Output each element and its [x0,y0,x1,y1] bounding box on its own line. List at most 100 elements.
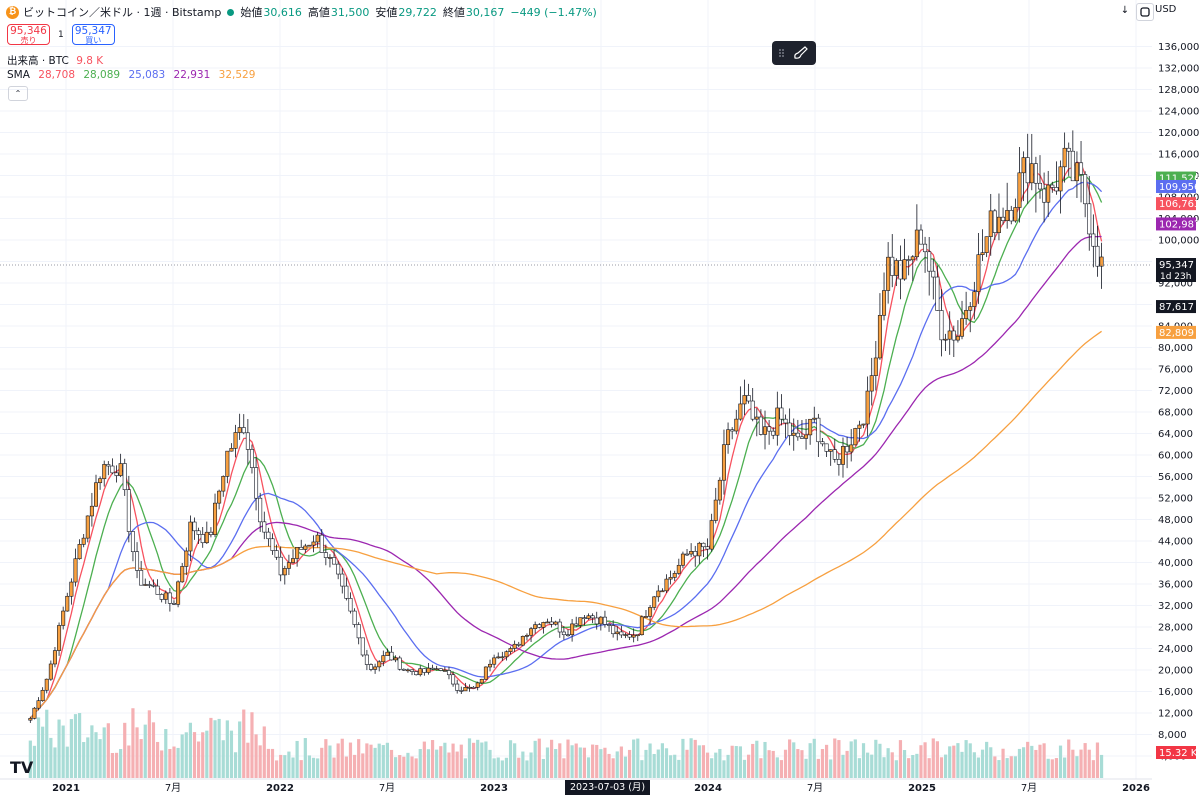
volume-bar [541,758,545,778]
candle [488,663,493,668]
grid-lines [0,0,1152,779]
volume-bar [993,756,997,778]
symbol-header: ₿ ビットコイン／米ドル · 1週 · Bitstamp 始値 30,616 高値… [6,4,597,20]
volume-bar [697,745,701,778]
low-label: 安値 [375,6,398,19]
candle [249,449,254,468]
volume-bar [57,719,61,778]
candle [758,416,763,435]
candle [94,482,99,507]
candle [73,558,78,583]
currency-selector[interactable]: USD [1155,4,1177,15]
download-arrow-icon[interactable]: ↓ [1120,5,1130,16]
candle [102,464,107,480]
candle [931,270,936,278]
y-tick-label: 64,000 [1158,429,1193,440]
volume-bar [673,754,677,778]
volume-legend[interactable]: 出来高 · BTC 9.8 K [7,53,103,68]
candle [598,616,603,625]
volume-bar [488,749,492,778]
candle [237,427,242,433]
buy-button[interactable]: 95,347 買い [71,24,115,45]
volume-bar [430,740,435,778]
volume-label: 出来高 · BTC [7,55,69,67]
candle [65,595,70,612]
candle [1099,256,1104,267]
candle [619,631,624,636]
candle [278,556,283,576]
candle [652,596,657,608]
candle [364,654,369,665]
candle [1058,166,1063,192]
candle [992,210,997,233]
volume-bar [816,758,820,778]
volume-bar [508,740,513,778]
candle [254,467,259,499]
volume-bar [775,757,779,778]
brush-icon[interactable] [772,41,816,65]
y-tick-label: 92,000 [1158,279,1193,290]
volume-bar [1071,749,1075,778]
candle [689,551,694,555]
candle [213,502,218,535]
candle [508,648,513,652]
candle [886,256,891,291]
candle [373,666,378,670]
x-tick-label: 7月 [1021,782,1037,794]
volume-bar [164,729,168,778]
volume-bar [426,749,431,778]
y-tick-label: 32,000 [1158,601,1193,612]
volume-bar [463,758,467,778]
volume-bar [98,739,102,778]
volume-bar [135,727,139,778]
candle [171,603,176,605]
volume-bar [291,757,295,778]
candle [291,558,296,563]
candle [467,686,472,689]
floating-drawing-toolbar[interactable] [772,41,816,65]
candle [336,563,341,575]
y-tick-label: 80,000 [1158,343,1193,354]
volume-bar [238,721,242,778]
volume-bar [660,743,665,778]
candle [533,624,538,630]
candle [898,260,903,280]
candle [594,617,599,625]
candle [1095,245,1100,267]
volume-bar [1042,743,1046,778]
sma-value-4: 22,931 [173,69,211,81]
candle [947,330,952,340]
sell-button[interactable]: 95,346 売り [7,24,50,45]
buy-price: 95,347 [74,25,112,37]
candle [221,476,226,492]
candle [672,573,677,578]
sma-legend[interactable]: SMA 28,708 28,089 25,083 22,931 32,529 [7,69,260,81]
candle [1087,203,1092,235]
sync-icon[interactable] [1136,3,1154,21]
candle [721,444,726,481]
volume-bar [788,739,792,778]
candle [914,229,919,258]
candle [754,416,759,420]
candle [857,424,862,429]
volume-bar [562,758,566,778]
volume-bar [792,742,796,778]
y-tick-label: 56,000 [1158,472,1193,483]
candle [81,537,86,545]
volume-bar [201,732,205,778]
collapse-legend-button[interactable]: ⌃ [8,86,28,101]
x-tick-label: 7月 [379,782,395,794]
volume-bar [336,743,340,778]
volume-bar [242,709,246,778]
volume-bar [389,749,394,778]
x-tick-label: 2021 [52,783,80,794]
candle [1050,184,1055,188]
candle [1083,174,1088,205]
volume-bar [907,758,911,778]
candle [804,434,809,439]
candle [1091,233,1096,247]
candle [738,403,743,420]
volume-bar [976,757,981,778]
symbol-title[interactable]: ビットコイン／米ドル · 1週 · Bitstamp [23,6,222,19]
